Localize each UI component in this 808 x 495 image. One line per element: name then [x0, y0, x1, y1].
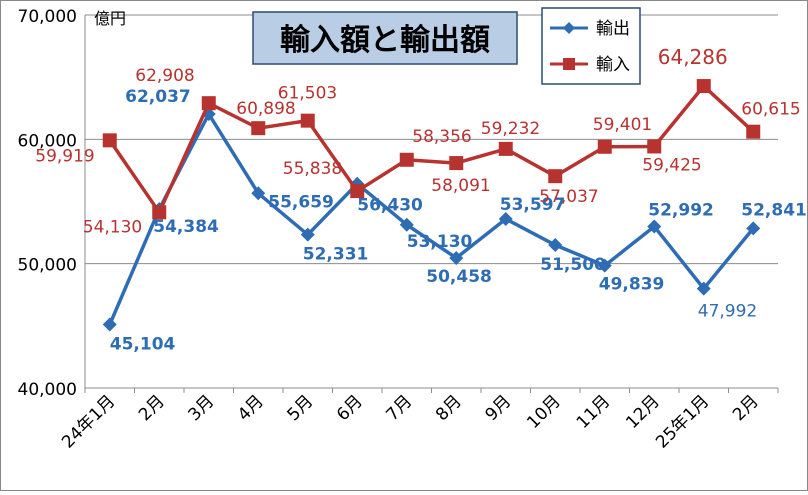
import-data-label: 60,615 [741, 100, 800, 120]
import-data-label: 59,425 [642, 155, 701, 175]
export-data-label: 62,037 [125, 87, 191, 107]
export-point [251, 186, 266, 201]
import-data-label: 58,091 [431, 176, 490, 196]
import-point [647, 139, 662, 154]
import-data-label: 59,401 [593, 115, 652, 135]
import-data-label: 57,037 [539, 187, 598, 207]
chart-title-background [252, 11, 518, 65]
chart-title: 輸入額と輸出額 [280, 23, 490, 58]
export-data-label: 51,500 [540, 255, 606, 275]
import-point [498, 141, 513, 156]
import-point [548, 169, 563, 184]
import-data-label: 55,838 [283, 159, 342, 179]
import-data-label: 60,898 [236, 99, 295, 119]
y-tick-label: 40,000 [18, 380, 77, 400]
export-data-label: 52,331 [303, 245, 369, 265]
import-point [102, 133, 117, 148]
legend-label-imports: 輸入 [596, 55, 630, 75]
export-data-label: 53,130 [407, 232, 473, 252]
import-point [746, 124, 761, 139]
import-point [152, 205, 167, 220]
export-data-label: 52,841 [741, 200, 807, 220]
legend-item-exports: 輸出 [550, 19, 630, 39]
export-data-label: 52,992 [648, 200, 714, 220]
export-point [449, 250, 464, 265]
export-data-label: 55,659 [268, 192, 334, 212]
legend-marker-exports [563, 22, 575, 34]
import-point [201, 96, 216, 111]
export-point [746, 221, 761, 236]
export-point [647, 219, 662, 234]
import-data-label: 62,908 [135, 66, 194, 86]
export-data-label: 49,839 [599, 275, 665, 295]
import-data-label: 54,130 [83, 217, 142, 237]
export-data-label: 56,430 [357, 196, 423, 216]
import-point [350, 184, 365, 199]
chart-title-box: 輸入額と輸出額 [252, 11, 518, 65]
export-data-label: 54,384 [153, 217, 219, 237]
import-point [696, 79, 711, 94]
import-point [300, 113, 315, 128]
export-point [696, 281, 711, 296]
import-data-label: 61,503 [278, 84, 337, 104]
export-data-label: 45,104 [110, 335, 176, 355]
y-tick-label: 70,000 [18, 7, 77, 27]
import-point [597, 139, 612, 154]
data-labels: 45,104 54,384 62,037 55,659 52,331 56,430 53,1… [35, 45, 807, 354]
series-line-exports [108, 112, 755, 326]
import-data-label: 64,286 [658, 45, 728, 69]
unit-label: 億円 [94, 9, 126, 28]
export-data-label: 53,597 [500, 195, 566, 215]
export-data-label: 50,458 [426, 267, 492, 287]
export-data-label: 47,992 [698, 302, 757, 322]
export-point [548, 238, 563, 253]
legend-label-exports: 輸出 [596, 19, 630, 39]
series-layer [102, 79, 761, 332]
export-point [300, 227, 315, 242]
export-point [498, 211, 513, 226]
export-point [102, 317, 117, 332]
export-point [597, 258, 612, 273]
import-point [251, 121, 266, 136]
y-tick-label: 60,000 [18, 131, 77, 151]
series-line-imports [108, 84, 755, 215]
import-data-label: 58,356 [412, 127, 471, 147]
import-point [449, 156, 464, 171]
import-data-label: 59,919 [35, 146, 94, 166]
legend-item-imports: 輸入 [550, 55, 630, 75]
export-point [399, 217, 414, 232]
legend-box [541, 7, 641, 85]
legend-marker-imports [563, 58, 575, 70]
import-point [399, 152, 414, 167]
y-tick-label: 50,000 [18, 256, 77, 276]
import-data-label: 59,232 [481, 119, 540, 139]
legend: 輸出 輸入 [541, 7, 641, 85]
